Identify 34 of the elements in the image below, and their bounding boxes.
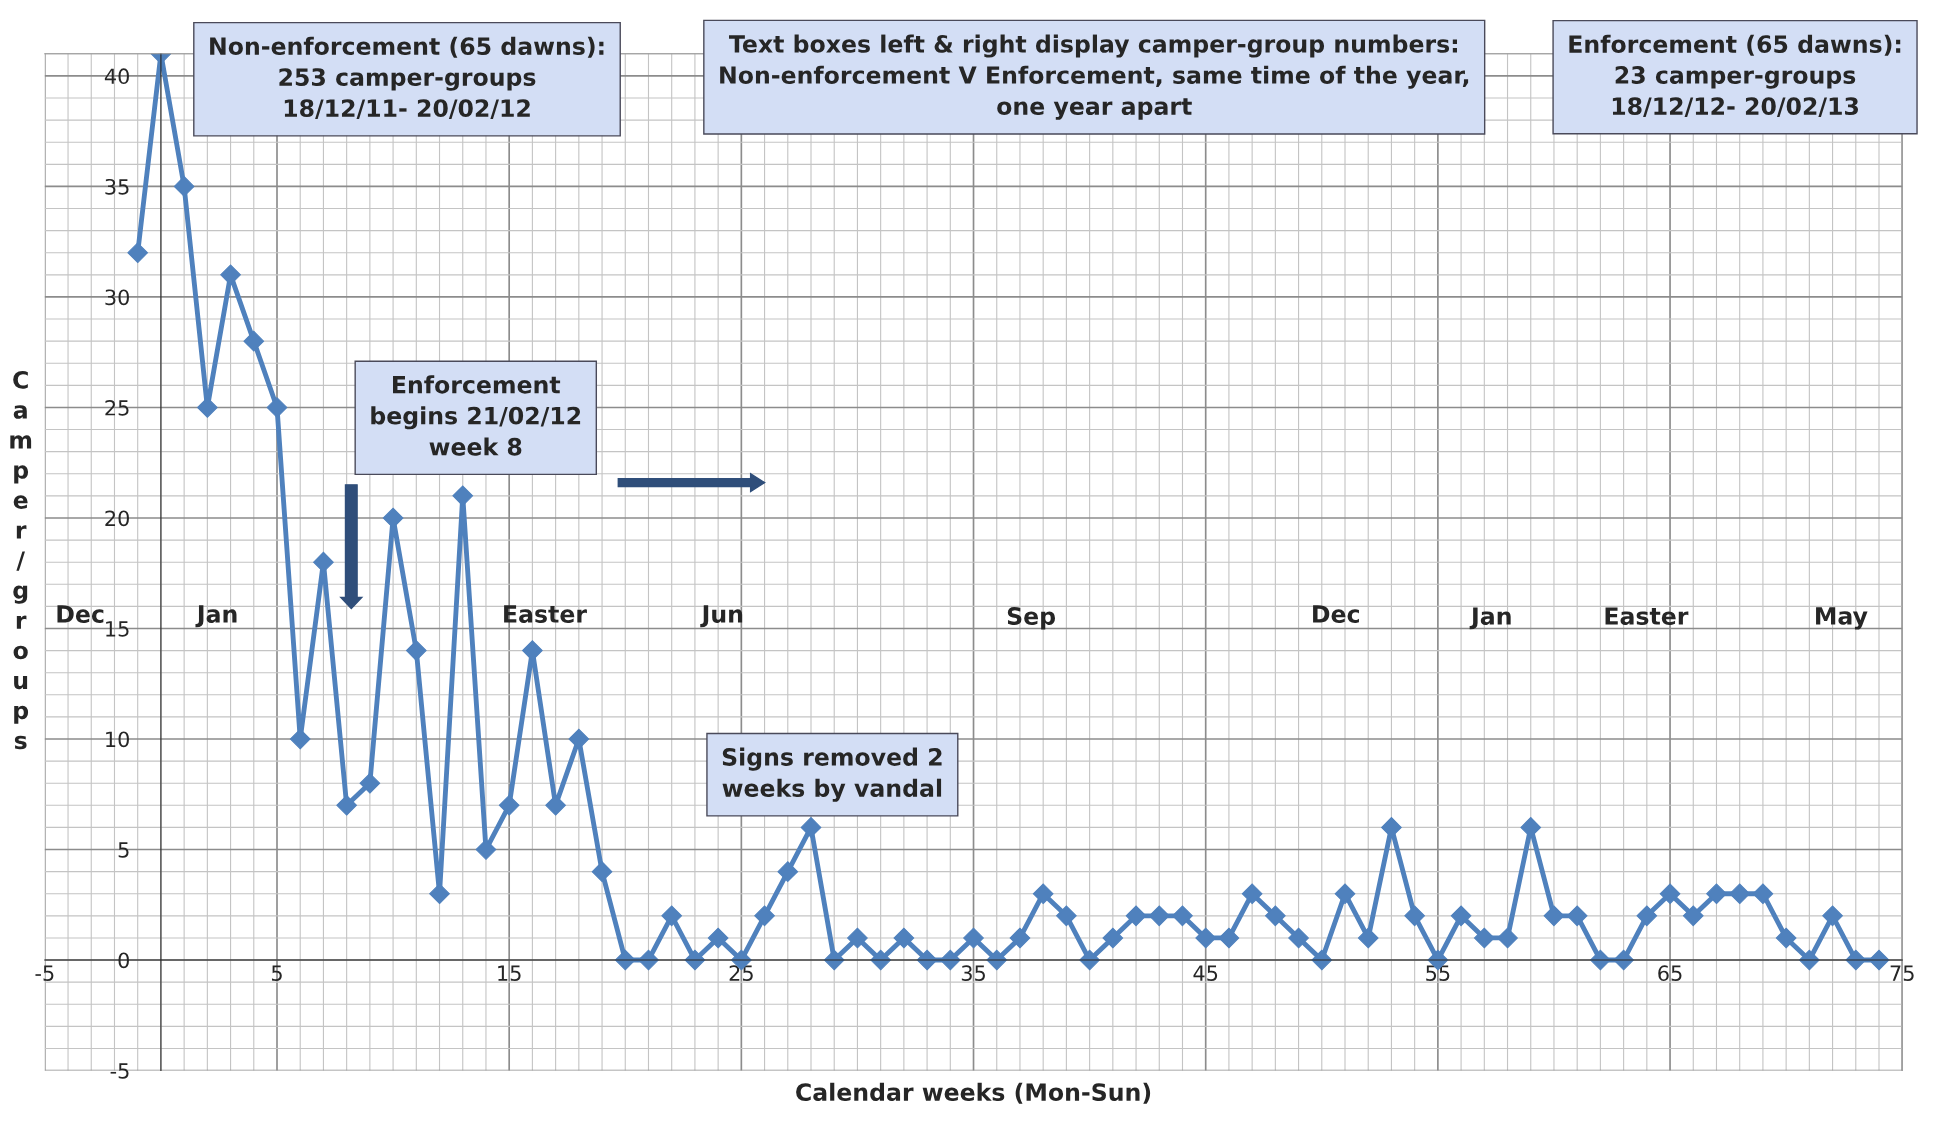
annotation: Jan bbox=[1469, 607, 1511, 630]
x-tick-label: 75 bbox=[1890, 965, 1914, 982]
y-tick-label: 35 bbox=[105, 178, 129, 195]
annotation: Enforcement (65 dawns): 23 camper-groups 18/12/12- 20/02/13 bbox=[1569, 34, 1901, 117]
annotation: Easter bbox=[504, 605, 587, 623]
x-tick-label: 25 bbox=[729, 965, 753, 982]
x-tick-label: 35 bbox=[961, 965, 985, 982]
x-tick-label: 5 bbox=[271, 965, 282, 982]
x-tick-label: -5 bbox=[35, 965, 54, 982]
x-tick-label: 65 bbox=[1658, 965, 1682, 982]
annotation: Signs removed 2 weeks by vandal bbox=[722, 747, 942, 802]
x-axis-title: Calendar weeks (Mon-Sun) bbox=[796, 1082, 1151, 1104]
y-tick-label: 40 bbox=[104, 68, 129, 85]
annotation: Jun bbox=[700, 605, 743, 628]
x-tick-label: 15 bbox=[498, 965, 521, 982]
text: Camper/groups bbox=[10, 370, 32, 750]
y-tick-label: 30 bbox=[105, 289, 129, 306]
x-tick-label: 45 bbox=[1193, 965, 1218, 982]
y-tick-label: -5 bbox=[110, 1063, 129, 1079]
y-tick-label: 25 bbox=[105, 399, 129, 416]
y-tick-label: 20 bbox=[105, 510, 129, 527]
x-tick-label: 55 bbox=[1426, 965, 1450, 982]
annotation: Enforcement begins 21/02/12 week 8 bbox=[371, 375, 581, 456]
annotation: Dec bbox=[1313, 605, 1359, 623]
annotation: Easter bbox=[1605, 607, 1689, 625]
annotation: May bbox=[1816, 607, 1868, 630]
y-tick-label: 10 bbox=[106, 731, 129, 748]
y-tick-label: 5 bbox=[118, 842, 129, 858]
annotation: Non-enforcement (65 dawns): 253 camper-groups 18/12/11- 20/02/12 bbox=[210, 36, 604, 119]
y-tick-label: 15 bbox=[106, 621, 129, 637]
annotation: Dec bbox=[57, 605, 104, 623]
annotation: Text boxes left & right display camper-group numbers: Non-enforcement V Enforcement, same time of the year, one year apart bbox=[720, 34, 1469, 120]
annotation: Sep bbox=[1007, 607, 1056, 630]
annotation: Jan bbox=[195, 605, 237, 628]
